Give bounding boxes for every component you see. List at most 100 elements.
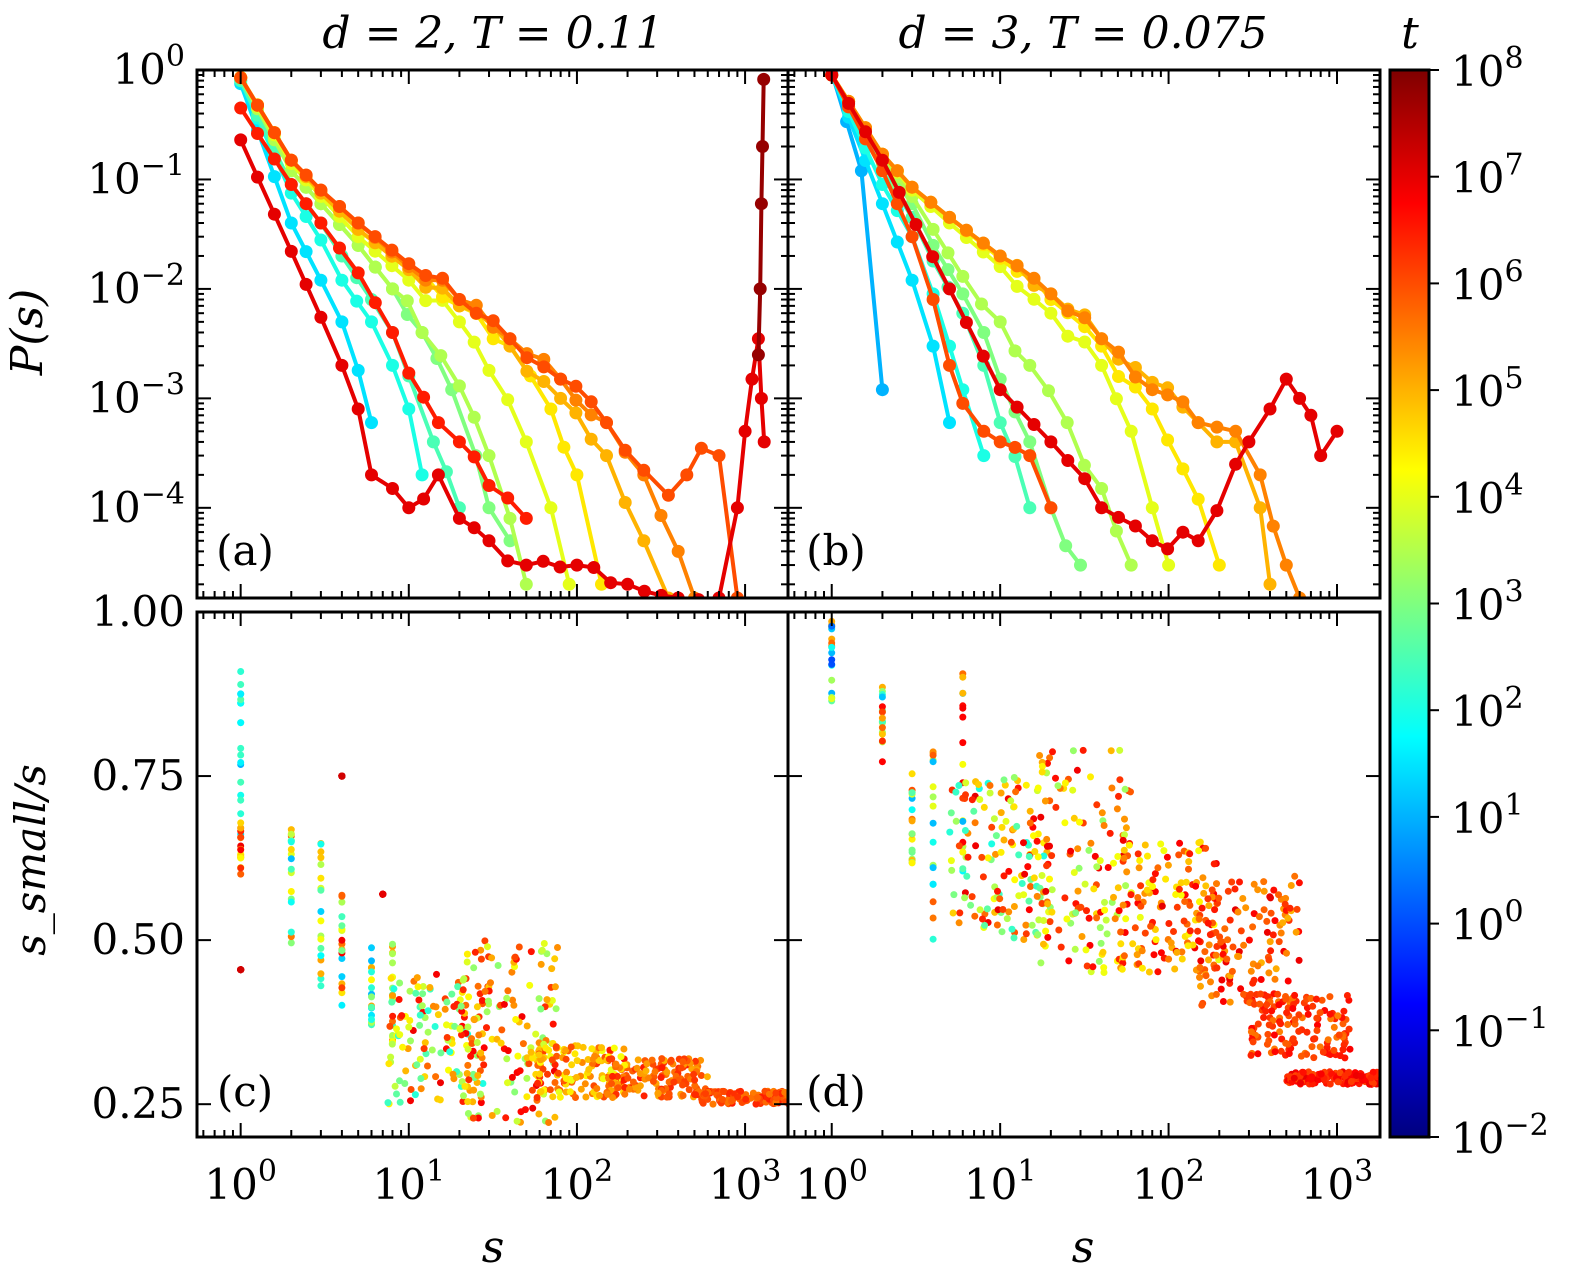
data-point (1314, 449, 1328, 463)
scatter-point (1079, 746, 1087, 754)
scatter-point (959, 739, 967, 747)
scatter-point (467, 1052, 475, 1060)
data-point (467, 521, 481, 535)
scatter-point (993, 921, 1001, 929)
scatter-point (1091, 852, 1099, 860)
scatter-point (473, 1039, 481, 1046)
scatter-point (1200, 889, 1208, 897)
scatter-point (1152, 936, 1160, 944)
scatter-point (527, 1048, 535, 1056)
scatter-point (790, 1094, 797, 1101)
scatter-point (998, 823, 1006, 831)
scatter-point (477, 955, 485, 963)
scatter-point (1369, 1068, 1377, 1076)
data-point (600, 416, 613, 430)
data-point (431, 416, 445, 430)
cluster-13 (603, 1055, 711, 1101)
scatter-point (1031, 848, 1039, 855)
data-point (1112, 345, 1125, 359)
scatter-point (407, 1037, 414, 1045)
scatter-point (1129, 940, 1137, 948)
scatter-point (908, 770, 916, 778)
scatter-point (1020, 839, 1027, 847)
scatter-point (237, 759, 245, 766)
data-point (754, 391, 768, 405)
scatter-point (1113, 805, 1121, 813)
data-point (1145, 383, 1159, 397)
scatter-point (436, 1096, 444, 1104)
scatter-point (424, 1007, 432, 1015)
cluster-8 (1195, 872, 1303, 1009)
data-point (402, 402, 416, 416)
scatter-point (511, 953, 519, 961)
scatter-point (237, 791, 245, 799)
data-point (519, 558, 533, 572)
series-t-100000 (234, 71, 675, 598)
data-point (486, 332, 500, 346)
scatter-point (636, 1082, 644, 1090)
data-point (519, 577, 533, 591)
scatter-point (393, 1090, 400, 1098)
scatter-point (1309, 1002, 1317, 1010)
scatter-point (1266, 938, 1274, 946)
scatter-point (968, 796, 976, 804)
scatter-point (1319, 1048, 1327, 1056)
scatter-point (1202, 972, 1210, 980)
data-point (1112, 370, 1125, 383)
scatter-point (443, 1034, 451, 1041)
scatter-point (1018, 880, 1026, 887)
scatter-point (878, 693, 886, 701)
scatter-point (474, 1072, 482, 1079)
data-point (1242, 435, 1256, 449)
scatter-point (1102, 916, 1110, 924)
data-point (351, 216, 365, 230)
scatter-point (393, 1025, 400, 1033)
data-point (756, 140, 769, 153)
scatter-point (1195, 839, 1203, 847)
scatter-point (483, 1008, 491, 1016)
data-point (1044, 306, 1058, 320)
cluster-14 (692, 1087, 797, 1108)
scatter-point (1271, 975, 1279, 983)
scatter-point (1007, 797, 1015, 805)
scatter-point (1177, 879, 1185, 887)
data-point (569, 379, 583, 393)
cluster-0 (828, 617, 836, 705)
scatter-point (387, 1053, 395, 1061)
scatter-point (1003, 915, 1011, 923)
data-point (1044, 501, 1058, 515)
scatter-point (1224, 887, 1232, 895)
scatter-point (1218, 976, 1226, 984)
scatter-point (317, 982, 325, 990)
scatter-point (1043, 835, 1051, 843)
scatter-point (1207, 978, 1214, 986)
scatter-point (1090, 885, 1098, 893)
scatter-point (1289, 1005, 1297, 1012)
scatter-point (535, 1110, 543, 1118)
scatter-point (949, 909, 957, 917)
scatter-point (631, 1083, 639, 1091)
scatter-point (237, 864, 245, 872)
scatter-point (537, 1005, 545, 1013)
scatter-point (287, 888, 295, 895)
data-point (569, 406, 583, 420)
scatter-point (414, 983, 422, 991)
scatter-point (946, 828, 954, 836)
scatter-point (413, 974, 421, 982)
scatter-point (1103, 930, 1111, 938)
series-t-1000000 (825, 70, 1058, 515)
scatter-point (434, 1011, 442, 1019)
scatter-point (379, 890, 387, 898)
scatter-point (1326, 993, 1334, 1001)
scatter-point (237, 751, 245, 759)
scatter-point (458, 1031, 465, 1039)
scatter-point (1260, 887, 1268, 895)
scatter-point (1170, 928, 1177, 935)
scatter-point (517, 1108, 525, 1116)
x-tick-label: 103 (1301, 1154, 1374, 1209)
scatter-point (1284, 914, 1292, 922)
scatter-point (1061, 779, 1069, 787)
scatter-point (929, 914, 937, 922)
scatter-point (1172, 891, 1180, 898)
series-t-1000000 (234, 71, 744, 598)
